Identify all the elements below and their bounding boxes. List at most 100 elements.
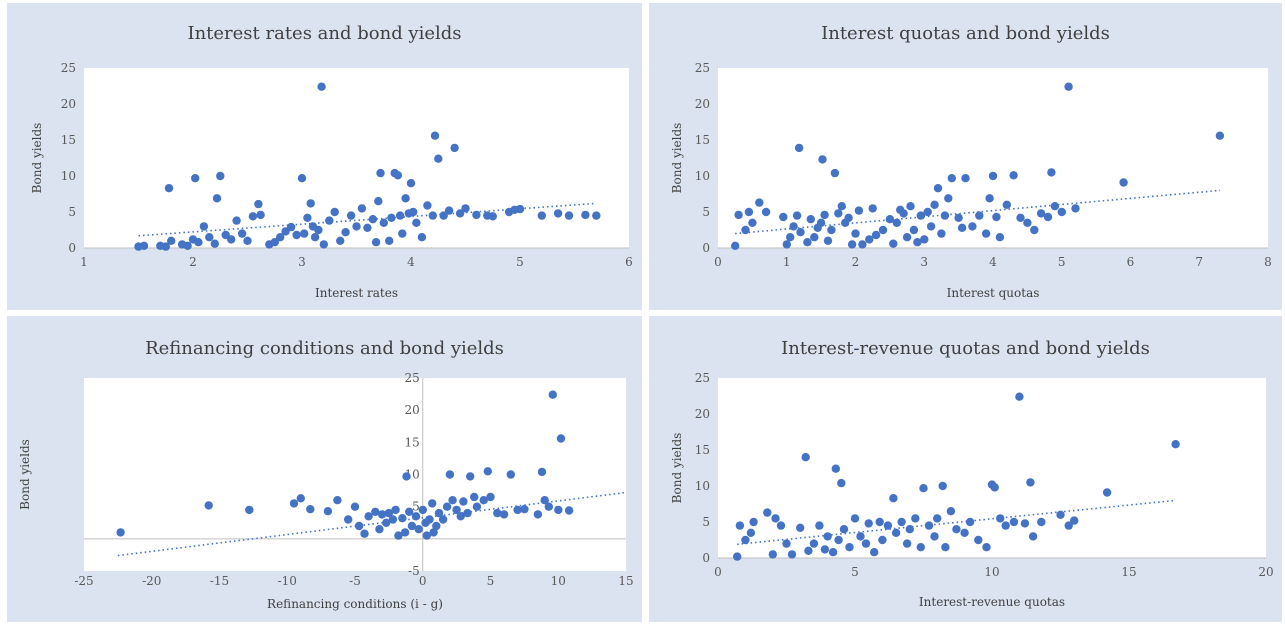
data-point xyxy=(407,521,417,531)
data-point xyxy=(139,241,149,250)
data-point xyxy=(1171,440,1180,449)
data-point xyxy=(1056,510,1065,519)
data-point xyxy=(314,225,323,235)
y-tick-label: 20 xyxy=(404,403,419,417)
data-point xyxy=(445,470,455,479)
data-point xyxy=(818,155,827,164)
y-tick-label: 25 xyxy=(404,371,419,385)
data-point xyxy=(256,210,265,220)
data-point xyxy=(985,194,994,203)
chart-panel-interest-rates: Interest rates and bond yields Interest r… xyxy=(7,3,642,310)
data-point xyxy=(350,502,360,511)
data-point xyxy=(746,528,756,537)
data-point xyxy=(401,194,410,203)
y-tick-label: 5 xyxy=(702,205,710,219)
data-point xyxy=(414,525,423,534)
data-point xyxy=(116,528,125,537)
x-tick-label: -25 xyxy=(74,574,93,588)
x-tick-label: 8 xyxy=(1264,255,1272,269)
data-point xyxy=(544,502,553,511)
data-point xyxy=(210,239,219,248)
data-point xyxy=(452,505,461,515)
data-point xyxy=(1036,209,1046,218)
data-point xyxy=(556,434,566,443)
plot-area xyxy=(718,378,1266,558)
data-point xyxy=(398,514,407,523)
data-point xyxy=(393,171,403,180)
data-point xyxy=(834,209,843,218)
data-point xyxy=(946,507,956,516)
data-point xyxy=(1028,532,1038,541)
data-point xyxy=(581,210,590,220)
x-tick-label: 2 xyxy=(189,255,197,269)
data-point xyxy=(1057,207,1066,217)
data-point xyxy=(755,198,764,207)
data-point xyxy=(310,233,320,242)
data-point xyxy=(815,521,824,530)
data-point xyxy=(466,472,475,481)
data-point xyxy=(411,512,421,521)
data-point xyxy=(809,539,819,548)
data-point xyxy=(1009,171,1018,180)
x-tick-label: 2 xyxy=(852,255,860,269)
data-point xyxy=(820,210,829,220)
data-point xyxy=(744,207,754,217)
data-point xyxy=(735,521,745,530)
data-point xyxy=(520,505,529,514)
data-point xyxy=(237,229,247,238)
data-point xyxy=(988,171,998,181)
data-point xyxy=(924,521,934,530)
data-point xyxy=(870,548,879,557)
data-point xyxy=(834,535,843,545)
data-point xyxy=(837,478,846,488)
data-point xyxy=(899,209,908,218)
data-point xyxy=(289,499,299,508)
data-point xyxy=(488,212,497,221)
data-point xyxy=(1001,521,1010,530)
data-point xyxy=(459,497,468,506)
x-tick-label: -20 xyxy=(142,574,161,588)
data-point xyxy=(371,507,380,516)
data-point xyxy=(183,241,192,250)
data-point xyxy=(1020,519,1030,528)
data-point xyxy=(330,207,339,217)
data-point xyxy=(391,505,400,515)
x-tick-label: -5 xyxy=(349,574,361,588)
x-axis-title: Interest rates xyxy=(315,286,398,300)
data-point xyxy=(382,518,391,527)
scatter-chart-interest-revenue-quotas: Interest-revenue quotas and bond yields I… xyxy=(670,338,1274,609)
data-point xyxy=(768,550,777,559)
data-point xyxy=(483,467,492,476)
y-axis-title: Bond yields xyxy=(670,433,684,504)
x-tick-label: 0 xyxy=(419,574,427,588)
y-tick-label: 25 xyxy=(61,61,76,75)
y-axis-title: Bond yields xyxy=(18,439,32,510)
y-tick-label: 15 xyxy=(695,443,710,457)
data-point xyxy=(448,496,457,505)
y-tick-label: 20 xyxy=(695,97,710,111)
data-point xyxy=(428,211,437,220)
data-point xyxy=(513,505,522,515)
data-point xyxy=(990,483,999,492)
data-point xyxy=(357,204,367,213)
chart-panel-refinancing-conditions: Refinancing conditions and bond yields Re… xyxy=(7,316,642,622)
x-tick-label: 10 xyxy=(551,574,566,588)
data-point xyxy=(823,532,832,541)
data-point xyxy=(845,543,854,552)
data-point xyxy=(933,514,942,523)
y-tick-label: 5 xyxy=(702,515,710,529)
data-point xyxy=(883,521,893,530)
data-point xyxy=(891,528,901,537)
data-point xyxy=(1002,200,1011,209)
data-point xyxy=(995,233,1005,242)
data-point xyxy=(892,218,901,227)
data-point xyxy=(776,521,786,530)
data-point xyxy=(996,514,1005,523)
data-point xyxy=(402,472,411,481)
data-point xyxy=(961,174,970,183)
data-point xyxy=(734,210,743,220)
chart-panel-interest-revenue-quotas: Interest-revenue quotas and bond yields I… xyxy=(649,316,1282,622)
chart-panel-interest-quotas: Interest quotas and bond yields Interest … xyxy=(649,3,1282,310)
data-point xyxy=(837,202,846,211)
data-point xyxy=(430,131,440,140)
